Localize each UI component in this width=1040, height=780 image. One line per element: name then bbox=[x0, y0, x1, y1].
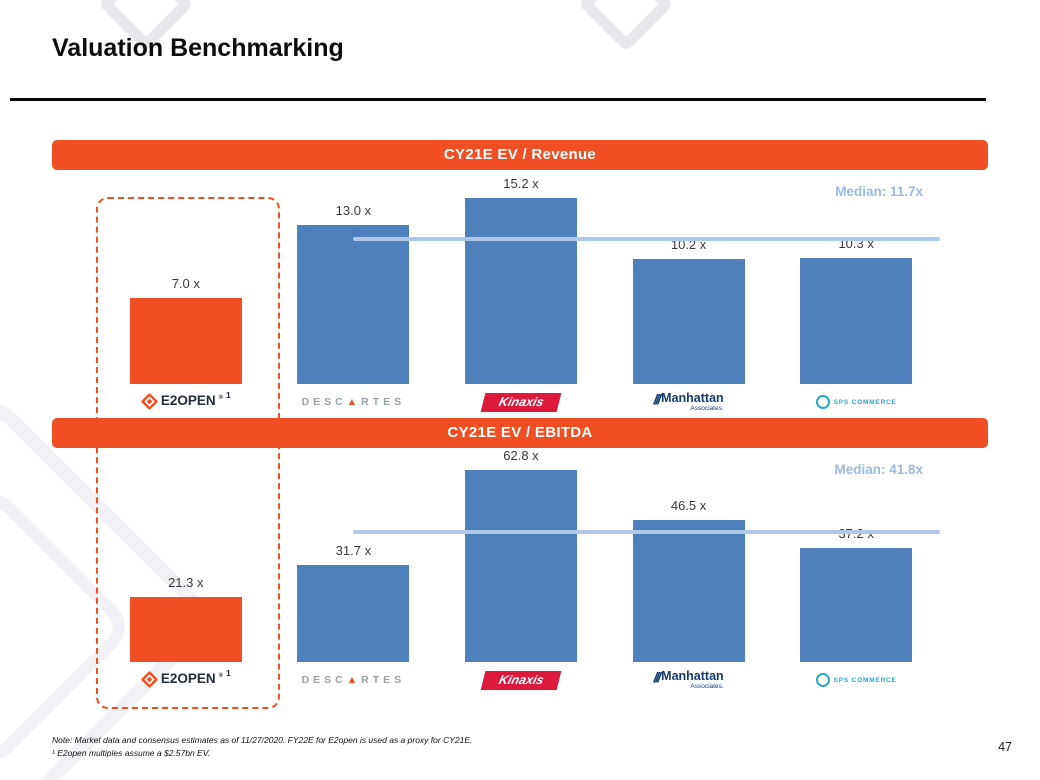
e2open-wordmark: E2OPEN bbox=[160, 671, 216, 686]
manhattan-wordmark: Manhattan Associates. bbox=[661, 391, 724, 412]
bar-column-e2open: 21.3 x bbox=[102, 575, 270, 662]
kinaxis-logo-slot: Kinaxis bbox=[437, 670, 605, 690]
bar-value-label: 21.3 x bbox=[168, 575, 204, 590]
registered-mark: ® bbox=[218, 673, 224, 679]
bar-sps-commerce bbox=[800, 548, 913, 662]
bar-value-label: 46.5 x bbox=[670, 498, 707, 513]
descartes-wordmark: DESC bbox=[301, 396, 347, 408]
e2open-icon bbox=[141, 393, 158, 410]
manhattan-wordmark: Manhattan Associates. bbox=[661, 669, 724, 690]
kinaxis-logo: Kinaxis bbox=[480, 670, 562, 690]
bar-column-kinaxis: 62.8 x bbox=[437, 448, 605, 662]
descartes-wordmark: DESC bbox=[301, 674, 347, 686]
bar-e2open bbox=[129, 298, 242, 384]
bar-kinaxis bbox=[464, 470, 577, 662]
descartes-triangle-icon: ▲ bbox=[346, 674, 362, 686]
registered-mark: ® bbox=[218, 395, 224, 401]
median-line bbox=[353, 530, 940, 534]
descartes-logo: DESC ▲ RTES bbox=[302, 674, 406, 686]
kinaxis-wordmark: Kinaxis bbox=[497, 394, 546, 409]
e2open-wordmark: E2OPEN bbox=[160, 393, 216, 408]
bar-manhattan-associates bbox=[632, 259, 745, 384]
descartes-wordmark: RTES bbox=[361, 396, 406, 408]
bar-manhattan-associates bbox=[632, 520, 745, 662]
bar-e2open bbox=[129, 597, 242, 662]
bar-value-label: 31.7 x bbox=[335, 543, 372, 558]
descartes-triangle-icon: ▲ bbox=[346, 396, 362, 408]
chart-title-banner: CY21E EV / EBITDA bbox=[52, 418, 988, 448]
title-divider bbox=[10, 98, 986, 101]
bar-column-kinaxis: 15.2 x bbox=[437, 176, 605, 384]
descartes-logo: DESC ▲ RTES bbox=[302, 396, 406, 408]
median-label: Median: 11.7x bbox=[835, 184, 923, 199]
footnote-line: Note: Market data and consensus estimate… bbox=[52, 735, 473, 745]
bar-column-e2open: 7.0 x bbox=[102, 276, 270, 384]
sps-wordmark: SPS COMMERCE bbox=[833, 676, 897, 684]
sps-logo-slot: SPS COMMERCE bbox=[772, 673, 940, 687]
chart-ev-revenue: CY21E EV / Revenue Median: 11.7x 7.0 x 13… bbox=[52, 140, 988, 420]
chart-area: Median: 41.8x 21.3 x 31.7 x 62.8 x 46.5 x 37… bbox=[52, 448, 988, 662]
e2open-logo-slot: E2OPEN ® 1 bbox=[102, 668, 270, 688]
decorative-chevron bbox=[577, 0, 675, 53]
manhattan-logo: ///Manhattan Associates. bbox=[653, 669, 724, 690]
manhattan-slashes-icon: /// bbox=[653, 391, 661, 407]
page-title: Valuation Benchmarking bbox=[52, 34, 344, 62]
bar-value-label: 15.2 x bbox=[503, 176, 539, 191]
descartes-logo-slot: DESC ▲ RTES bbox=[270, 674, 438, 686]
manhattan-logo: ///Manhattan Associates. bbox=[653, 391, 724, 412]
bar-value-label: 7.0 x bbox=[171, 276, 200, 291]
e2open-logo-slot: E2OPEN ® 1 bbox=[102, 390, 270, 410]
bar-descartes bbox=[297, 225, 410, 384]
sps-logo: SPS COMMERCE bbox=[815, 673, 897, 687]
sps-logo: SPS COMMERCE bbox=[815, 395, 897, 409]
sps-circle-icon bbox=[815, 673, 830, 687]
chart-title-banner: CY21E EV / Revenue bbox=[52, 140, 988, 170]
bar-column-sps-commerce: 10.3 x bbox=[772, 236, 940, 384]
logos-row: E2OPEN ® 1 DESC ▲ RTES Kinaxis ///Manhattan Asso… bbox=[52, 662, 988, 698]
bar-column-descartes: 31.7 x bbox=[270, 543, 438, 662]
sps-logo-slot: SPS COMMERCE bbox=[772, 395, 940, 409]
e2open-logo: E2OPEN ® 1 bbox=[141, 390, 231, 410]
median-label: Median: 41.8x bbox=[834, 462, 923, 477]
footnote: Note: Market data and consensus estimate… bbox=[52, 734, 472, 760]
footnote-superscript: 1 bbox=[226, 668, 231, 678]
bar-value-label: 13.0 x bbox=[335, 203, 372, 218]
footnote-line: ¹ E2open multiples assume a $2.57bn EV. bbox=[52, 747, 211, 758]
footnote-superscript: 1 bbox=[226, 390, 231, 400]
descartes-logo-slot: DESC ▲ RTES bbox=[270, 396, 438, 408]
page-number: 47 bbox=[998, 740, 1012, 754]
bar-descartes bbox=[297, 565, 410, 662]
logos-row: E2OPEN ® 1 DESC ▲ RTES Kinaxis ///Manhattan Asso… bbox=[52, 384, 988, 420]
bar-value-label: 62.8 x bbox=[503, 448, 539, 463]
kinaxis-wordmark: Kinaxis bbox=[497, 672, 546, 687]
bar-column-manhattan-associates: 10.2 x bbox=[605, 237, 773, 384]
bar-column-manhattan-associates: 46.5 x bbox=[605, 498, 773, 662]
sps-wordmark: SPS COMMERCE bbox=[833, 398, 897, 406]
sps-circle-icon bbox=[815, 395, 830, 409]
median-line bbox=[353, 237, 940, 241]
chart-area: Median: 11.7x 7.0 x 13.0 x 15.2 x 10.2 x 10.… bbox=[52, 176, 988, 384]
bar-sps-commerce bbox=[800, 258, 913, 384]
kinaxis-logo-slot: Kinaxis bbox=[437, 392, 605, 412]
e2open-logo: E2OPEN ® 1 bbox=[141, 668, 231, 688]
e2open-icon bbox=[141, 671, 158, 688]
descartes-wordmark: RTES bbox=[361, 674, 406, 686]
bar-column-sps-commerce: 37.2 x bbox=[772, 526, 940, 662]
kinaxis-logo: Kinaxis bbox=[480, 392, 562, 412]
manhattan-logo-slot: ///Manhattan Associates. bbox=[605, 391, 773, 412]
chart-ev-ebitda: CY21E EV / EBITDA Median: 41.8x 21.3 x 31… bbox=[52, 418, 988, 698]
bar-kinaxis bbox=[464, 198, 577, 384]
bar-column-descartes: 13.0 x bbox=[270, 203, 438, 384]
manhattan-slashes-icon: /// bbox=[653, 669, 661, 685]
manhattan-logo-slot: ///Manhattan Associates. bbox=[605, 669, 773, 690]
